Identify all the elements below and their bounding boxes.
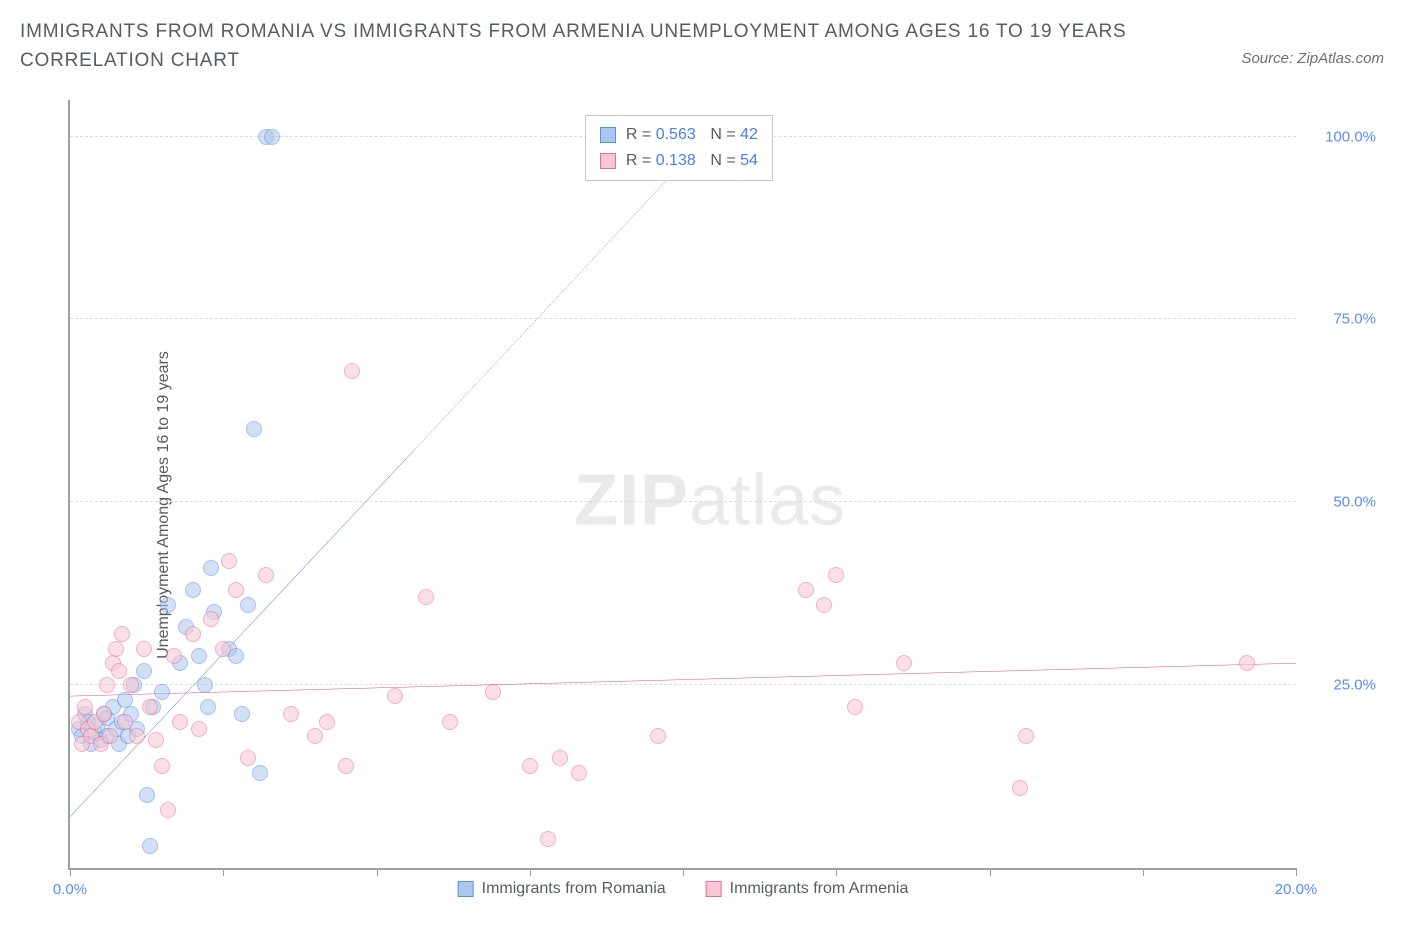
data-point-armenia: [896, 655, 912, 671]
stats-row-armenia: R = 0.138 N = 54: [600, 148, 758, 174]
stats-box: R = 0.563 N = 42R = 0.138 N = 54: [585, 115, 773, 180]
plot-area: ZIPatlas 25.0%50.0%75.0%100.0%0.0%20.0%R…: [68, 100, 1296, 870]
data-point-armenia: [798, 582, 814, 598]
data-point-armenia: [148, 732, 164, 748]
data-point-armenia: [283, 706, 299, 722]
data-point-armenia: [344, 363, 360, 379]
stats-row-romania: R = 0.563 N = 42: [600, 122, 758, 148]
y-tick-label: 50.0%: [1306, 494, 1376, 511]
data-point-armenia: [571, 765, 587, 781]
data-point-armenia: [166, 648, 182, 664]
data-point-armenia: [102, 728, 118, 744]
data-point-armenia: [99, 677, 115, 693]
data-point-armenia: [160, 802, 176, 818]
data-point-romania: [185, 582, 201, 598]
data-point-armenia: [847, 699, 863, 715]
data-point-armenia: [136, 641, 152, 657]
data-point-romania: [246, 421, 262, 437]
trend-line-armenia: [70, 663, 1296, 696]
data-point-armenia: [338, 758, 354, 774]
data-point-armenia: [552, 750, 568, 766]
y-tick-label: 75.0%: [1306, 311, 1376, 328]
page-title: IMMIGRANTS FROM ROMANIA VS IMMIGRANTS FR…: [20, 18, 1140, 75]
x-tick: [836, 868, 837, 876]
data-point-romania: [191, 648, 207, 664]
data-point-armenia: [828, 567, 844, 583]
data-point-romania: [252, 765, 268, 781]
correlation-chart: Unemployment Among Ages 16 to 19 years Z…: [20, 100, 1386, 910]
data-point-armenia: [142, 699, 158, 715]
data-point-armenia: [485, 684, 501, 700]
data-point-armenia: [114, 626, 130, 642]
x-tick: [70, 868, 71, 876]
data-point-armenia: [185, 626, 201, 642]
data-point-armenia: [191, 721, 207, 737]
stats-text: R = 0.563 N = 42: [626, 122, 758, 148]
legend-label: Immigrants from Armenia: [730, 880, 909, 898]
legend-item-romania: Immigrants from Romania: [458, 880, 666, 898]
source-attribution: Source: ZipAtlas.com: [1241, 50, 1384, 67]
trend-line-romania-extrapolated: [413, 137, 707, 452]
data-point-armenia: [319, 714, 335, 730]
data-point-armenia: [258, 567, 274, 583]
x-tick-label: 20.0%: [1275, 881, 1318, 898]
swatch-icon: [706, 881, 722, 897]
data-point-romania: [234, 706, 250, 722]
x-tick: [990, 868, 991, 876]
data-point-armenia: [240, 750, 256, 766]
data-point-armenia: [816, 597, 832, 613]
y-tick-label: 100.0%: [1306, 128, 1376, 145]
data-point-romania: [197, 677, 213, 693]
data-point-romania: [200, 699, 216, 715]
data-point-armenia: [172, 714, 188, 730]
data-point-armenia: [117, 714, 133, 730]
data-point-armenia: [307, 728, 323, 744]
x-tick: [1296, 868, 1297, 876]
data-point-armenia: [108, 641, 124, 657]
legend-item-armenia: Immigrants from Armenia: [706, 880, 909, 898]
data-point-armenia: [203, 611, 219, 627]
x-tick: [377, 868, 378, 876]
data-point-armenia: [540, 831, 556, 847]
data-point-armenia: [1239, 655, 1255, 671]
data-point-romania: [203, 560, 219, 576]
stats-text: R = 0.138 N = 54: [626, 148, 758, 174]
data-point-romania: [160, 597, 176, 613]
x-tick: [1143, 868, 1144, 876]
data-point-armenia: [111, 663, 127, 679]
x-tick: [223, 868, 224, 876]
legend: Immigrants from Romania Immigrants from A…: [458, 880, 909, 898]
data-point-armenia: [387, 688, 403, 704]
data-point-armenia: [442, 714, 458, 730]
data-point-armenia: [1012, 780, 1028, 796]
data-point-armenia: [221, 553, 237, 569]
data-point-armenia: [129, 728, 145, 744]
data-point-romania: [154, 684, 170, 700]
x-tick: [683, 868, 684, 876]
x-tick: [530, 868, 531, 876]
data-point-romania: [139, 787, 155, 803]
legend-label: Immigrants from Romania: [482, 880, 666, 898]
swatch-icon: [600, 153, 616, 169]
swatch-icon: [458, 881, 474, 897]
data-point-romania: [240, 597, 256, 613]
x-tick-label: 0.0%: [53, 881, 87, 898]
data-point-armenia: [1018, 728, 1034, 744]
data-point-romania: [136, 663, 152, 679]
data-point-armenia: [522, 758, 538, 774]
data-point-armenia: [77, 699, 93, 715]
data-point-armenia: [215, 641, 231, 657]
data-point-armenia: [154, 758, 170, 774]
data-point-armenia: [418, 589, 434, 605]
data-point-armenia: [650, 728, 666, 744]
data-point-romania: [117, 692, 133, 708]
data-point-armenia: [123, 677, 139, 693]
y-tick-label: 25.0%: [1306, 677, 1376, 694]
data-point-armenia: [96, 706, 112, 722]
swatch-icon: [600, 127, 616, 143]
data-point-armenia: [228, 582, 244, 598]
data-point-romania: [142, 838, 158, 854]
data-point-romania: [264, 129, 280, 145]
